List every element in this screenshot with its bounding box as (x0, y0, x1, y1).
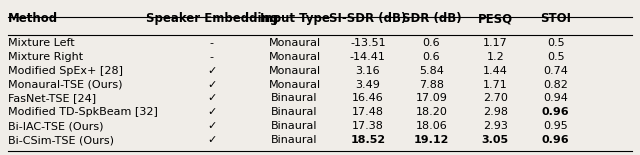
Text: 0.5: 0.5 (547, 38, 564, 48)
Text: 2.98: 2.98 (483, 107, 508, 117)
Text: Modified TD-SpkBeam [32]: Modified TD-SpkBeam [32] (8, 107, 157, 117)
Text: ✓: ✓ (207, 135, 216, 145)
Text: Bi-CSim-TSE (Ours): Bi-CSim-TSE (Ours) (8, 135, 114, 145)
Text: 16.46: 16.46 (352, 93, 383, 104)
Text: ✓: ✓ (207, 66, 216, 76)
Text: Monaural: Monaural (268, 80, 321, 90)
Text: 1.44: 1.44 (483, 66, 508, 76)
Text: 0.95: 0.95 (543, 121, 568, 131)
Text: -13.51: -13.51 (350, 38, 386, 48)
Text: Monaural: Monaural (268, 52, 321, 62)
Text: Bi-IAC-TSE (Ours): Bi-IAC-TSE (Ours) (8, 121, 103, 131)
Text: 17.09: 17.09 (415, 93, 447, 104)
Text: 3.05: 3.05 (482, 135, 509, 145)
Text: 0.82: 0.82 (543, 80, 568, 90)
Text: 17.48: 17.48 (352, 107, 384, 117)
Text: Mixture Left: Mixture Left (8, 38, 74, 48)
Text: 1.17: 1.17 (483, 38, 508, 48)
Text: Modified SpEx+ [28]: Modified SpEx+ [28] (8, 66, 123, 76)
Text: 5.84: 5.84 (419, 66, 444, 76)
Text: 7.88: 7.88 (419, 80, 444, 90)
Text: 18.52: 18.52 (350, 135, 385, 145)
Text: 0.94: 0.94 (543, 93, 568, 104)
Text: 18.20: 18.20 (415, 107, 447, 117)
Text: SDR (dB): SDR (dB) (402, 12, 461, 25)
Text: 0.5: 0.5 (547, 52, 564, 62)
Text: 19.12: 19.12 (414, 135, 449, 145)
Text: Binaural: Binaural (271, 121, 318, 131)
Text: 3.49: 3.49 (355, 80, 380, 90)
Text: FasNet-TSE [24]: FasNet-TSE [24] (8, 93, 96, 104)
Text: Mixture Right: Mixture Right (8, 52, 83, 62)
Text: Monaural-TSE (Ours): Monaural-TSE (Ours) (8, 80, 122, 90)
Text: 2.70: 2.70 (483, 93, 508, 104)
Text: 17.38: 17.38 (352, 121, 384, 131)
Text: SI-SDR (dB): SI-SDR (dB) (329, 12, 406, 25)
Text: 2.93: 2.93 (483, 121, 508, 131)
Text: Speaker Embedding: Speaker Embedding (145, 12, 278, 25)
Text: Binaural: Binaural (271, 135, 318, 145)
Text: -14.41: -14.41 (350, 52, 386, 62)
Text: STOI: STOI (540, 12, 572, 25)
Text: 3.16: 3.16 (355, 66, 380, 76)
Text: Monaural: Monaural (268, 38, 321, 48)
Text: Binaural: Binaural (271, 93, 318, 104)
Text: 1.2: 1.2 (486, 52, 504, 62)
Text: -: - (210, 52, 214, 62)
Text: 0.96: 0.96 (542, 107, 570, 117)
Text: Input Type: Input Type (260, 12, 330, 25)
Text: ✓: ✓ (207, 121, 216, 131)
Text: 0.6: 0.6 (422, 38, 440, 48)
Text: Binaural: Binaural (271, 107, 318, 117)
Text: 0.96: 0.96 (542, 135, 570, 145)
Text: 0.6: 0.6 (422, 52, 440, 62)
Text: 1.71: 1.71 (483, 80, 508, 90)
Text: Method: Method (8, 12, 58, 25)
Text: ✓: ✓ (207, 107, 216, 117)
Text: -: - (210, 38, 214, 48)
Text: ✓: ✓ (207, 93, 216, 104)
Text: Monaural: Monaural (268, 66, 321, 76)
Text: ✓: ✓ (207, 80, 216, 90)
Text: 18.06: 18.06 (415, 121, 447, 131)
Text: PESQ: PESQ (477, 12, 513, 25)
Text: 0.74: 0.74 (543, 66, 568, 76)
